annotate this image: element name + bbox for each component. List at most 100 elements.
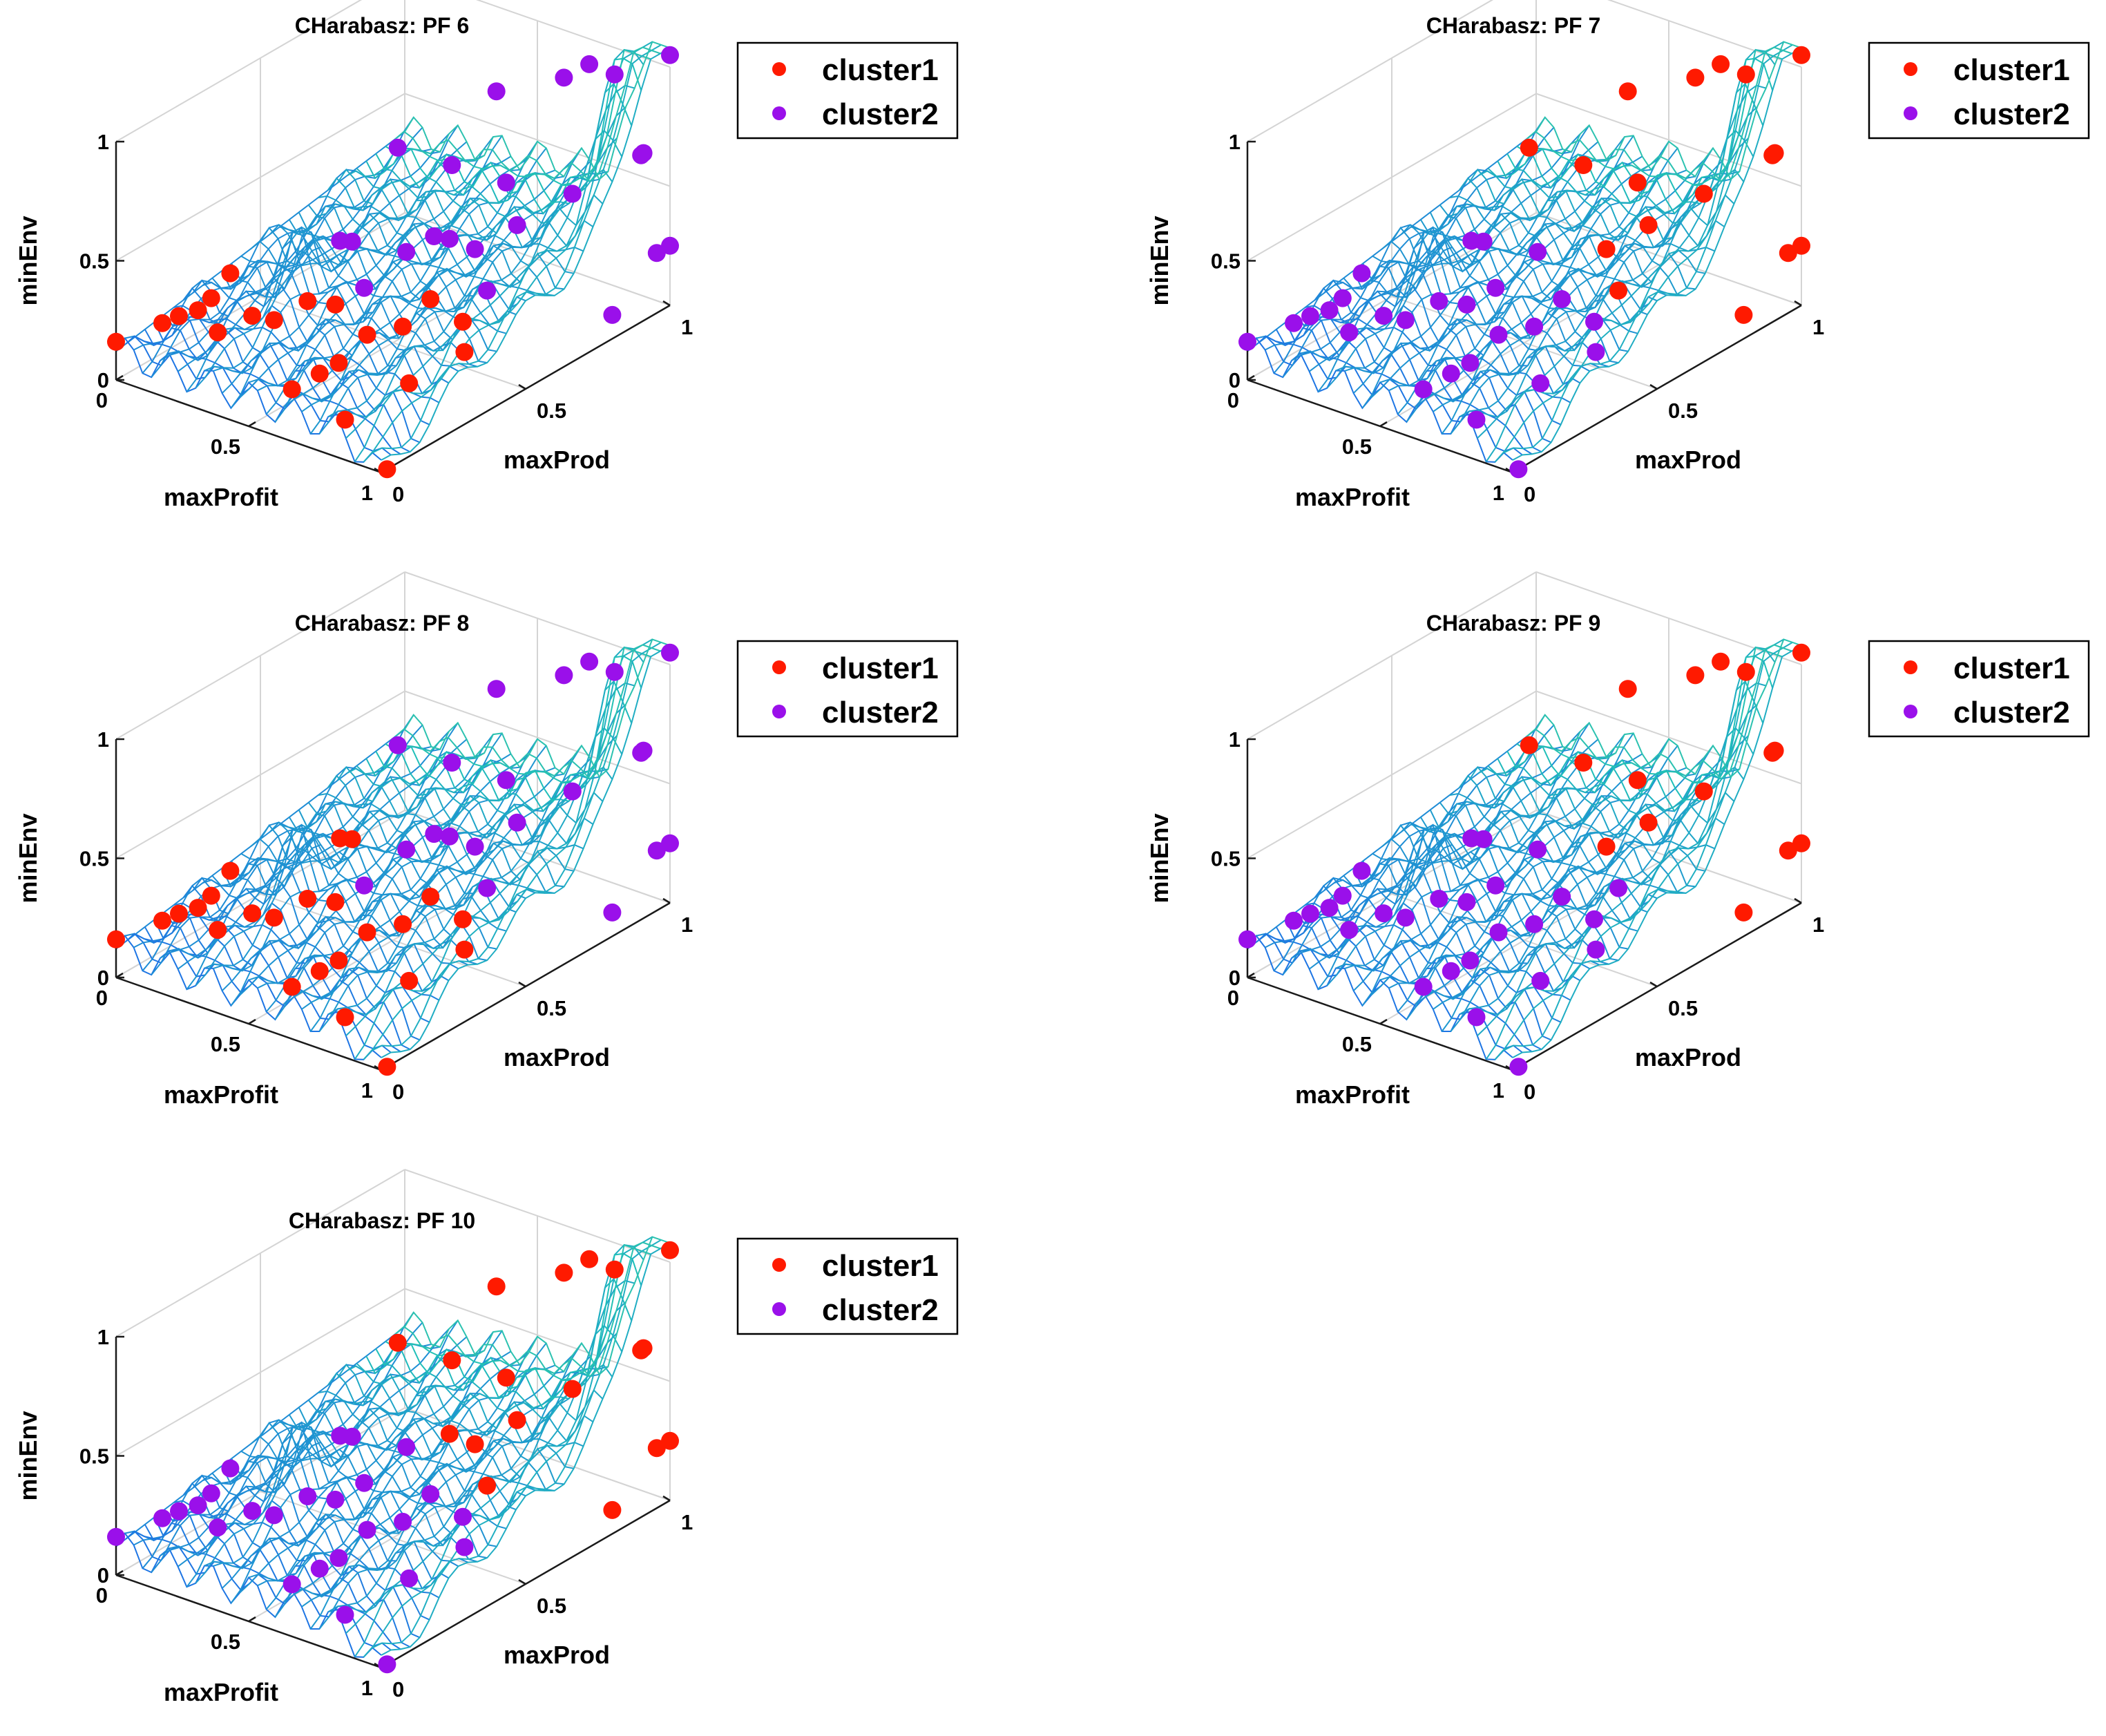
- data-point-cluster2: [355, 1473, 374, 1492]
- y-tick-label: 0: [392, 1080, 404, 1104]
- grid-line: [260, 1491, 526, 1585]
- data-point-cluster2: [355, 876, 374, 895]
- z-tick-label: 0.5: [79, 249, 109, 274]
- data-point-cluster2: [1467, 1008, 1486, 1027]
- legend: cluster1 cluster2: [1868, 41, 2090, 140]
- y-tick-label: 0: [1524, 482, 1535, 506]
- surface-line: [372, 44, 662, 454]
- x-tick-label: 0.5: [1342, 435, 1372, 459]
- surface-line: [1503, 44, 1793, 454]
- grid-line: [115, 1288, 405, 1457]
- legend-marker-cluster2: [1904, 106, 1917, 120]
- data-point-cluster2: [1474, 232, 1493, 251]
- grid-line: [1247, 690, 1537, 859]
- surface-line: [381, 1242, 671, 1656]
- y-tick-label: 1: [681, 1510, 693, 1534]
- surface-line: [372, 1239, 662, 1649]
- data-point-cluster1: [400, 971, 419, 990]
- y-tick-label: 0.5: [537, 1594, 566, 1618]
- x-tick-label: 0.5: [211, 435, 240, 459]
- x-tick-mark: [1379, 421, 1388, 428]
- surface-line: [1512, 47, 1802, 461]
- data-point-cluster1: [1686, 68, 1705, 87]
- legend-box: [736, 41, 959, 140]
- x-tick-label: 0.5: [1342, 1032, 1372, 1056]
- y-tick-label: 0: [1524, 1080, 1535, 1104]
- surface-mesh: [115, 1236, 671, 1658]
- data-point-cluster2: [326, 1490, 345, 1509]
- data-point-cluster1: [1574, 156, 1593, 174]
- y-tick-mark: [1794, 897, 1802, 904]
- z-tick-label: 0: [97, 1563, 109, 1587]
- surface-line: [1535, 638, 1802, 779]
- z-tick-label: 0.5: [79, 1444, 109, 1469]
- surface-line: [301, 160, 591, 412]
- legend-marker-cluster1: [772, 660, 786, 674]
- surface-line: [1526, 644, 1792, 780]
- data-point-cluster2: [394, 1512, 412, 1531]
- surface-line: [1494, 638, 1784, 1060]
- data-point-cluster2: [425, 825, 443, 843]
- surface-line: [1266, 336, 1533, 455]
- data-point-cluster2: [1396, 311, 1415, 330]
- grid-line: [115, 0, 363, 142]
- data-point-cluster2: [153, 1509, 171, 1527]
- data-point-cluster2: [563, 184, 582, 203]
- surface-line: [1503, 642, 1793, 1051]
- surface-line: [363, 638, 653, 1060]
- data-point-cluster2: [1333, 289, 1352, 307]
- data-point-cluster2: [634, 741, 653, 760]
- data-point-cluster1: [243, 307, 262, 325]
- legend-marker-cluster2: [772, 106, 786, 120]
- x-tick-mark: [248, 1616, 256, 1623]
- z-tick-label: 0.5: [79, 847, 109, 871]
- grid-line: [115, 690, 405, 859]
- legend-marker-cluster2: [1904, 705, 1917, 718]
- data-point-cluster2: [1609, 879, 1628, 897]
- z-tick-label: 0.5: [1211, 249, 1241, 274]
- data-point-cluster2: [397, 840, 416, 859]
- data-point-cluster1: [661, 1431, 679, 1450]
- y-tick-label: 0.5: [1668, 399, 1698, 423]
- legend-label: cluster2: [822, 696, 939, 729]
- x-axis-label: maxProfit: [164, 1080, 278, 1109]
- data-point-cluster1: [1639, 216, 1658, 234]
- data-point-cluster1: [454, 312, 472, 331]
- data-point-cluster1: [1736, 65, 1755, 84]
- series-cluster2: [107, 1427, 474, 1674]
- data-point-cluster1: [421, 888, 440, 906]
- z-tick-label: 1: [1229, 130, 1241, 154]
- data-point-cluster2: [1531, 971, 1550, 990]
- surface-line: [385, 1243, 651, 1381]
- surface-line: [354, 49, 644, 462]
- grid-line: [260, 296, 526, 390]
- x-tick-mark: [248, 421, 256, 428]
- grid-line: [1247, 93, 1537, 262]
- grid-line: [1535, 690, 1802, 785]
- grid-line: [475, 0, 671, 68]
- data-point-cluster2: [580, 652, 599, 671]
- data-point-cluster2: [1340, 921, 1359, 939]
- data-point-cluster2: [478, 879, 497, 897]
- data-point-cluster1: [1736, 662, 1755, 681]
- data-point-cluster1: [326, 893, 345, 911]
- data-point-cluster2: [1430, 890, 1448, 908]
- data-point-cluster1: [1609, 281, 1628, 300]
- data-point-cluster1: [189, 301, 207, 320]
- data-point-cluster2: [605, 65, 624, 84]
- data-point-cluster1: [1694, 184, 1713, 203]
- data-point-cluster2: [555, 68, 573, 87]
- grid-line: [404, 1288, 671, 1382]
- data-point-cluster1: [455, 940, 474, 959]
- surface-line: [1266, 933, 1533, 1053]
- surface-line: [135, 1531, 401, 1650]
- legend-box: [1868, 640, 2090, 738]
- data-point-cluster2: [1457, 295, 1476, 314]
- surface-line: [135, 933, 401, 1053]
- chart-title: CHarabasz: PF 6: [295, 13, 470, 38]
- data-point-cluster1: [283, 977, 301, 996]
- data-point-cluster2: [603, 305, 622, 324]
- grid-line: [1535, 571, 1802, 665]
- data-point-cluster2: [1587, 343, 1605, 361]
